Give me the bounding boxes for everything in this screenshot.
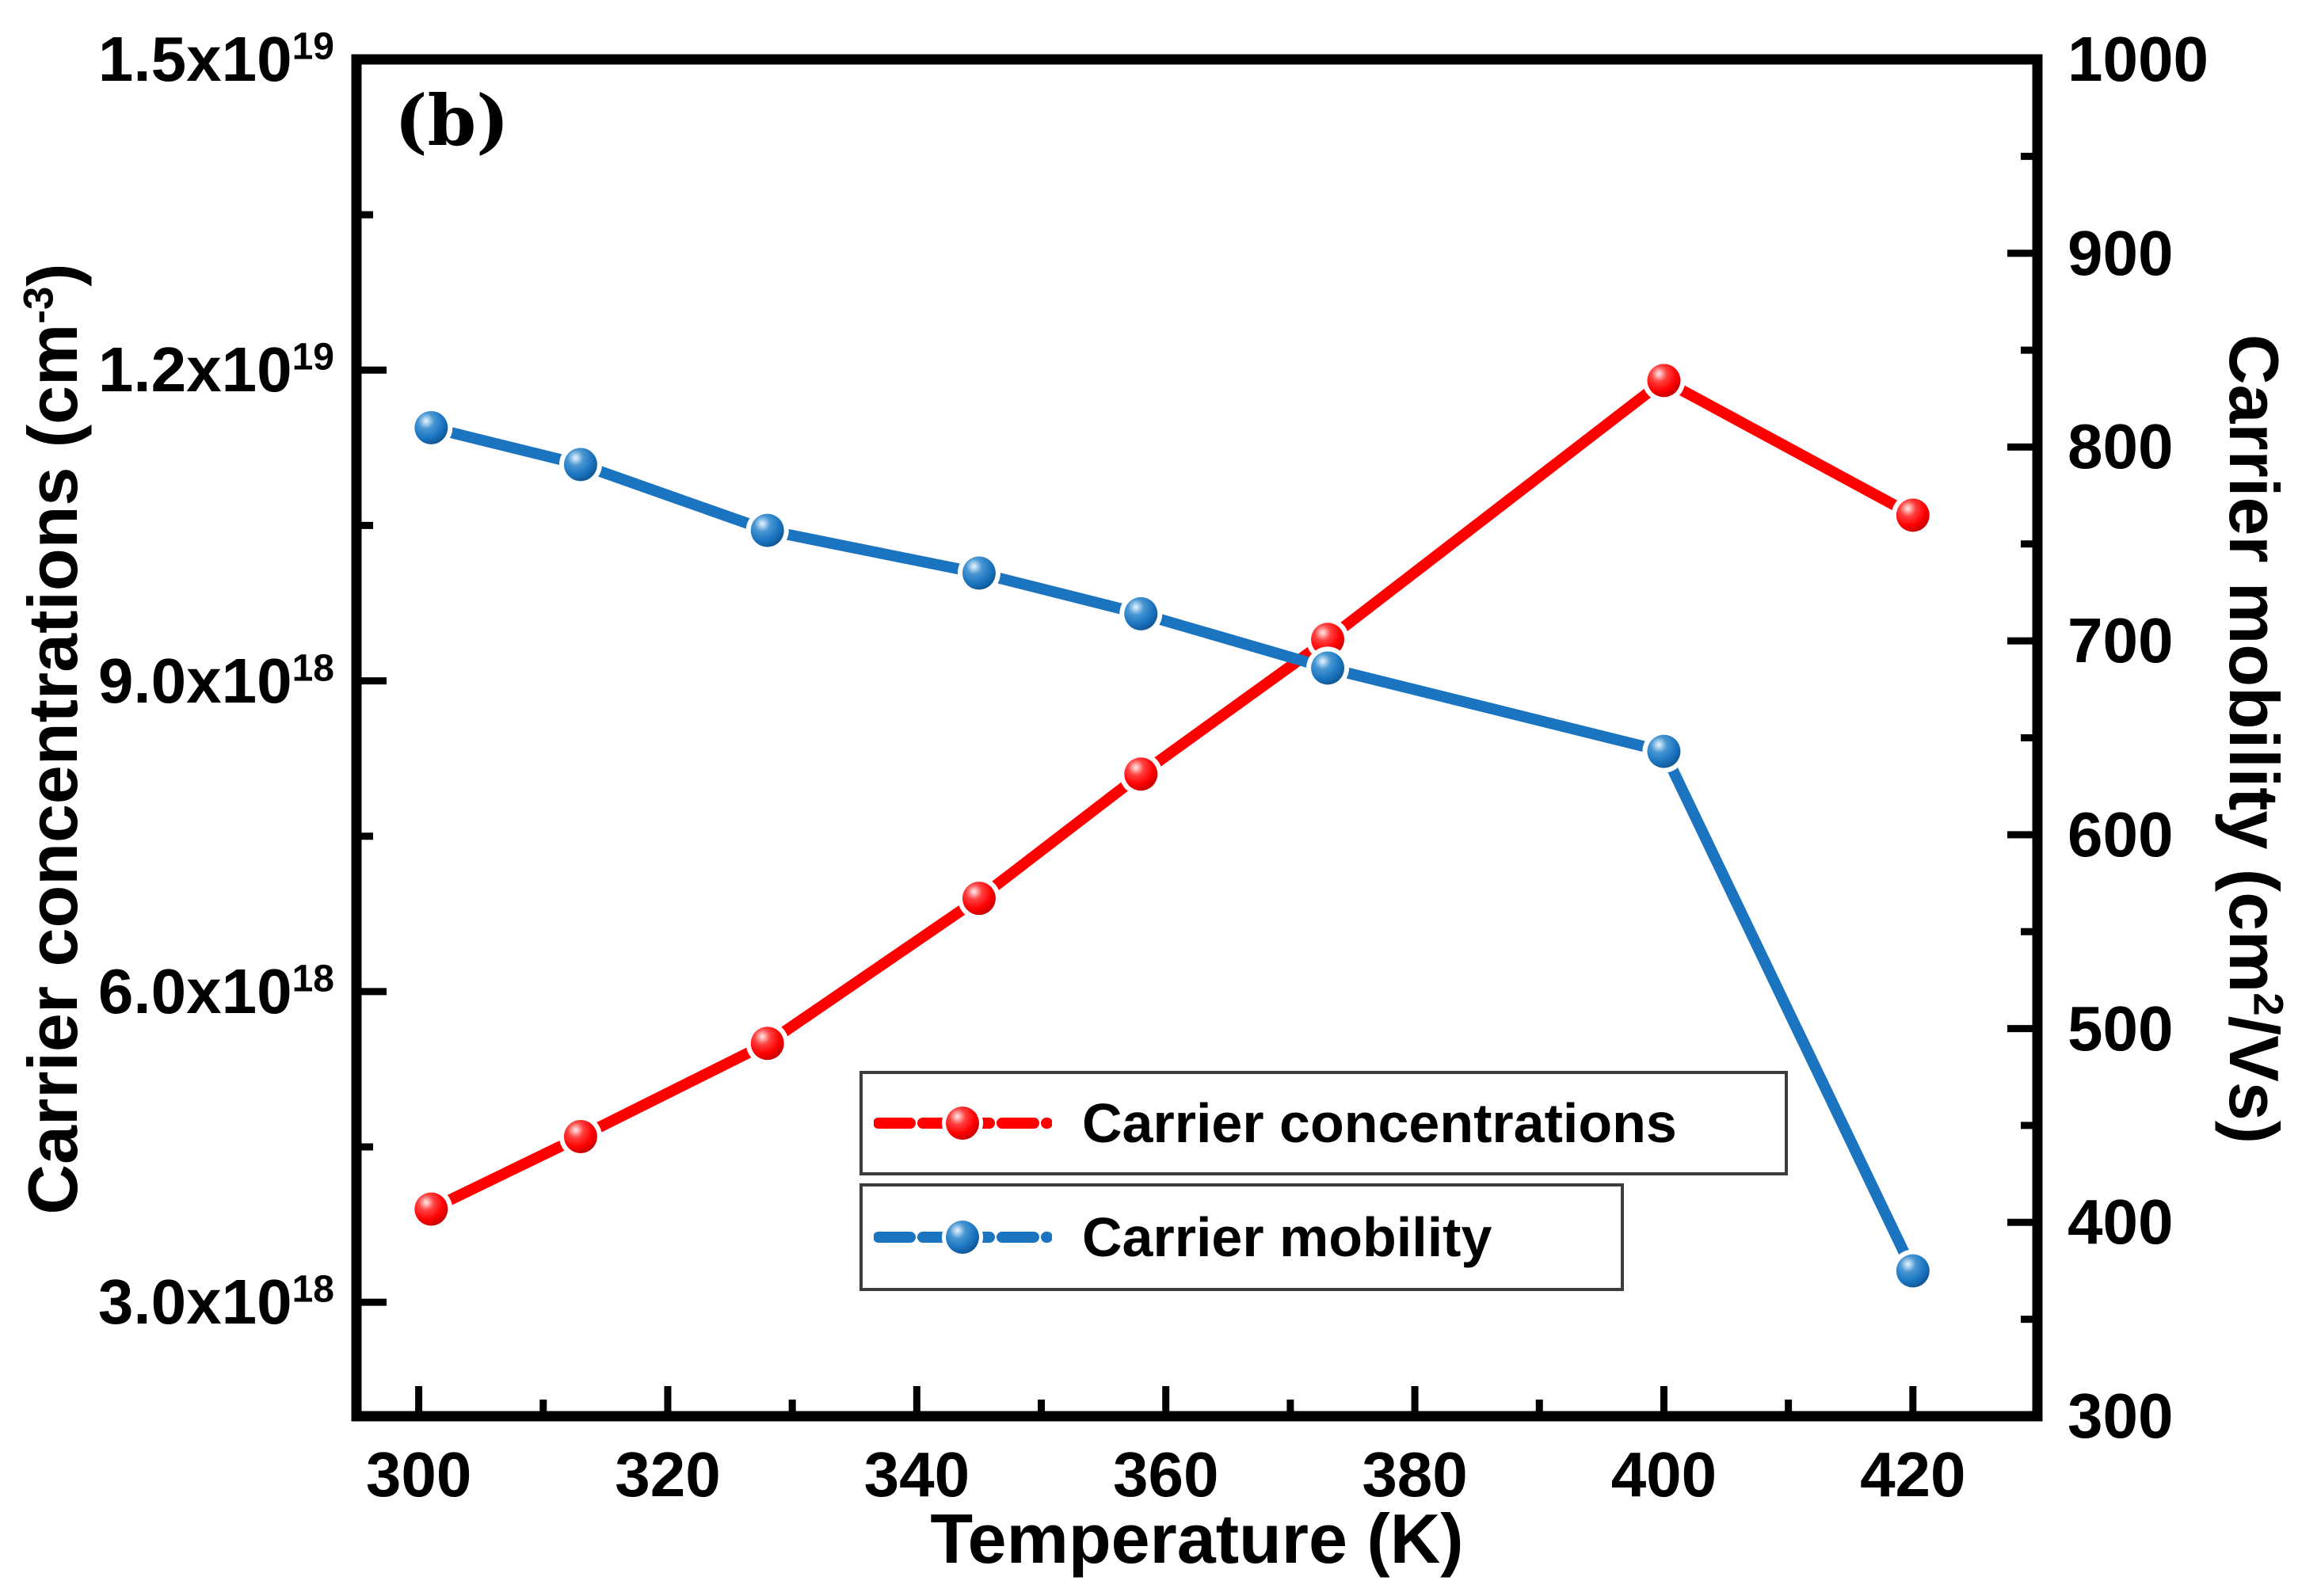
left-tick-label-9.0x10^18: 9.0x1018 (97, 645, 334, 716)
right-tick-label-600: 600 (2068, 798, 2174, 870)
data-point-carrier-mobility-301 (414, 410, 448, 444)
left-axis-title: Carrier concentrations (cm-3) (13, 263, 92, 1215)
data-point-carrier-mobility-328 (750, 513, 784, 547)
data-point-carrier-mobility-345 (962, 556, 996, 590)
x-tick-label-420: 420 (1860, 1439, 1966, 1510)
data-point-carrier-concentrations-301 (414, 1192, 448, 1226)
data-point-carrier-concentrations-373 (1311, 623, 1345, 657)
data-point-carrier-mobility-420 (1896, 1254, 1930, 1288)
data-point-carrier-concentrations-400 (1647, 364, 1681, 398)
right-tick-label-1000: 1000 (2068, 24, 2209, 94)
legend-sample-mobility-icon (874, 1217, 1052, 1258)
left-tick-label-3.0x10^18: 3.0x1018 (97, 1267, 334, 1338)
x-tick-label-300: 300 (365, 1439, 472, 1510)
left-tick-label-1.2x10^19: 1.2x1019 (97, 334, 334, 406)
data-point-carrier-mobility-358 (1124, 596, 1158, 630)
data-point-carrier-concentrations-358 (1124, 757, 1158, 791)
x-tick-label-360: 360 (1112, 1439, 1219, 1510)
right-tick-label-500: 500 (2068, 992, 2174, 1064)
data-point-carrier-mobility-373 (1311, 651, 1345, 685)
data-point-carrier-concentrations-345 (962, 882, 996, 916)
data-point-carrier-mobility-313 (563, 448, 597, 482)
right-tick-label-800: 800 (2068, 411, 2174, 482)
legend-marker (946, 1221, 979, 1254)
x-tick-label-400: 400 (1610, 1439, 1717, 1510)
right-tick-label-300: 300 (2068, 1381, 2174, 1451)
data-point-carrier-concentrations-313 (563, 1119, 597, 1153)
right-tick-label-400: 400 (2068, 1187, 2174, 1258)
x-tick-label-340: 340 (863, 1439, 970, 1510)
series-line-0 (425, 375, 1919, 1215)
left-tick-label-1.5x10^19: 1.5x1019 (97, 24, 334, 94)
legend-carrier-mobility: Carrier mobility (859, 1183, 1624, 1291)
x-axis-title: Temperature (K) (930, 1499, 1464, 1578)
series-line-1 (425, 421, 1919, 1277)
x-tick-label-320: 320 (615, 1439, 721, 1510)
data-point-carrier-concentrations-328 (750, 1027, 784, 1061)
legend-marker (946, 1107, 979, 1140)
right-tick-label-700: 700 (2068, 605, 2174, 676)
x-tick-label-380: 380 (1362, 1439, 1468, 1510)
legend-label-mobility: Carrier mobility (1082, 1206, 1492, 1268)
legend-carrier-concentrations: Carrier concentrations (859, 1071, 1788, 1175)
left-tick-label-6.0x10^18: 6.0x1018 (97, 955, 334, 1027)
right-tick-label-900: 900 (2068, 217, 2174, 288)
data-point-carrier-concentrations-420 (1896, 498, 1930, 532)
legend-label-concentration: Carrier concentrations (1082, 1092, 1677, 1154)
legend-sample-concentration-icon (874, 1103, 1052, 1144)
panel-label: (b) (394, 79, 509, 162)
data-point-carrier-mobility-400 (1647, 734, 1681, 768)
